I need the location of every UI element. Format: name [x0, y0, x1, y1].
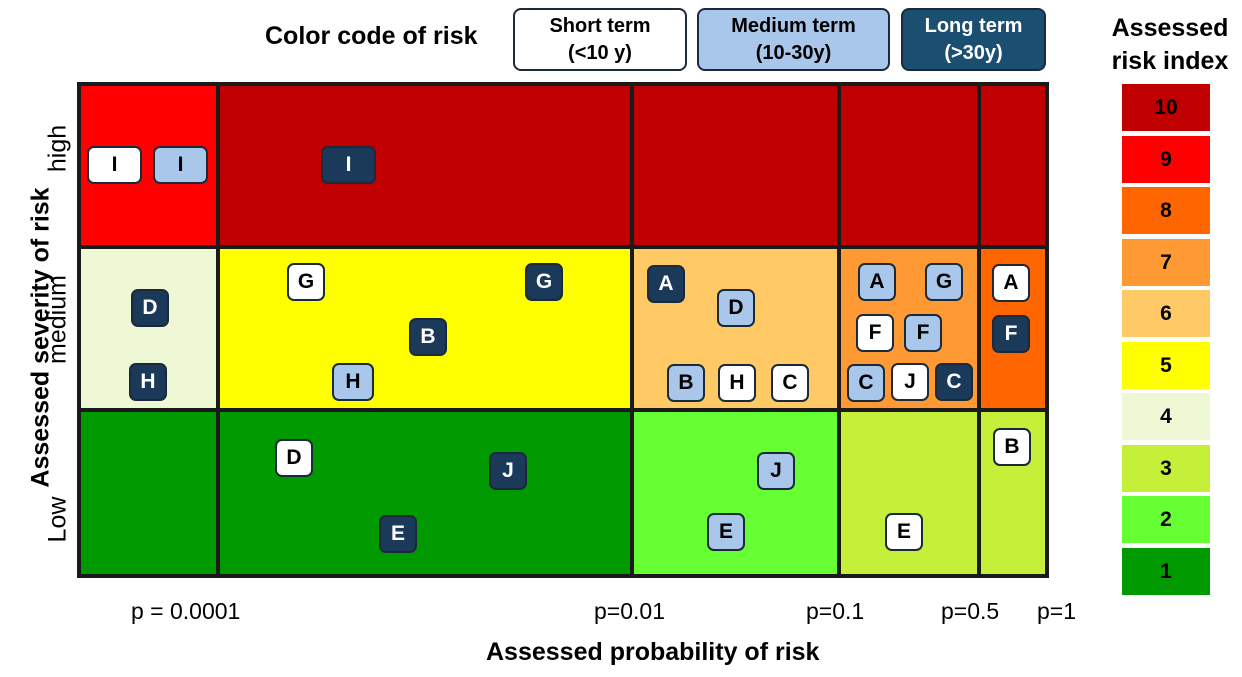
risk-index-level: 5	[1122, 341, 1210, 389]
risk-tag: D	[131, 289, 169, 327]
risk-index-title: Assessed risk index	[1107, 12, 1233, 78]
y-level-high: high	[43, 124, 72, 173]
legend-medium-label: Medium term	[731, 15, 856, 37]
risk-tag: A	[858, 263, 896, 301]
x-tick: p=0.1	[806, 598, 865, 624]
legend-short-range: (<10 y)	[568, 42, 632, 64]
cell-high-2	[634, 86, 837, 245]
risk-tag: F	[856, 314, 894, 352]
legend-medium-range: (10-30y)	[755, 42, 832, 64]
risk-tag: B	[993, 428, 1031, 466]
risk-tag: I	[153, 146, 208, 184]
risk-index-level: 7	[1122, 238, 1210, 286]
risk-tag: A	[647, 265, 685, 303]
risk-tag: I	[321, 146, 376, 184]
risk-tag: G	[925, 263, 963, 301]
risk-tag: B	[667, 364, 705, 402]
x-tick: p=0.5	[941, 598, 1000, 624]
x-tick: p=1	[1037, 598, 1077, 624]
cell-high-3	[841, 86, 977, 245]
cell-high-1	[220, 86, 630, 245]
x-axis-title: Assessed probability of risk	[486, 638, 820, 666]
risk-tag: A	[992, 264, 1030, 302]
risk-tag: D	[717, 289, 755, 327]
risk-index-level: 8	[1122, 187, 1210, 234]
legend-short-label: Short term	[549, 15, 651, 37]
risk-index-level: 1	[1122, 547, 1210, 595]
risk-tag: E	[885, 513, 923, 551]
risk-tag: E	[707, 513, 745, 551]
risk-tag: C	[935, 363, 973, 401]
risk-tag: D	[275, 439, 313, 477]
risk-tag: J	[891, 363, 929, 401]
legend-short-term: Short term (<10 y)	[513, 8, 687, 71]
risk-index-level: 2	[1122, 496, 1210, 543]
legend-long-range: (>30y)	[944, 42, 1003, 64]
x-tick: p = 0.0001	[131, 598, 241, 624]
risk-tag: G	[525, 263, 563, 301]
legend-long-term: Long term (>30y)	[901, 8, 1046, 71]
risk-tag: J	[757, 452, 795, 490]
risk-tag: H	[129, 363, 167, 401]
x-tick: p=0.01	[594, 598, 665, 624]
risk-tag: I	[87, 146, 142, 184]
risk-tag: H	[718, 364, 756, 402]
risk-tag: F	[904, 314, 942, 352]
risk-tag: J	[489, 452, 527, 490]
risk-tag: G	[287, 263, 325, 301]
risk-tag: E	[379, 515, 417, 553]
risk-index-title-line1: Assessed	[1111, 14, 1229, 42]
risk-tag: F	[992, 315, 1030, 353]
risk-tag: B	[409, 318, 447, 356]
risk-tag: C	[771, 364, 809, 402]
risk-index-level: 9	[1122, 135, 1210, 183]
y-level-low: Low	[43, 496, 72, 543]
risk-index-title-line2: risk index	[1111, 47, 1229, 75]
risk-index-level: 3	[1122, 444, 1210, 492]
risk-index-level: 10	[1122, 84, 1210, 131]
risk-index-level: 6	[1122, 290, 1210, 337]
legend-medium-term: Medium term (10-30y)	[697, 8, 890, 71]
risk-tag: C	[847, 364, 885, 402]
cell-low-1	[220, 412, 630, 574]
cell-high-4	[981, 86, 1045, 245]
y-level-medium: medium	[43, 275, 72, 364]
risk-tag: H	[332, 363, 374, 401]
risk-matrix: I I I D H G G B H A D B H C A G F F C J …	[77, 82, 1049, 578]
legend-long-label: Long term	[924, 15, 1023, 37]
legend-title: Color code of risk	[265, 22, 478, 50]
risk-index-level: 4	[1122, 393, 1210, 440]
cell-low-0	[81, 412, 216, 574]
